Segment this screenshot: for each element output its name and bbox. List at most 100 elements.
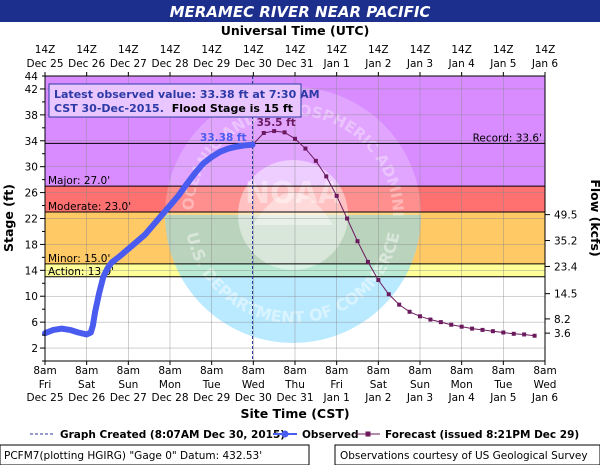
footer-right: Observations courtesy of US Geological S… [340,450,588,462]
bottom-tick-date: Jan 4 [448,392,476,404]
bottom-tick-weekday: Sun [118,379,138,391]
observed-point [67,327,73,333]
bottom-tick-date: Dec 25 [26,392,63,404]
bottom-tick-weekday: Thu [284,379,305,391]
bottom-tick-weekday: Wed [242,379,265,391]
footer: PCFM7(plotting HGIRG) "Gage 0" Datum: 43… [0,444,600,465]
bottom-tick-time: 8am [75,365,98,377]
observed-point [192,170,198,176]
bottom-tick-time: 8am [325,365,348,377]
bottom-tick-date: Jan 2 [364,392,391,404]
threshold-lines: Action: 13.0'Minor: 15.0' Moderate: 23.0'… [45,132,545,278]
forecast-point [459,324,464,329]
forecast-point [386,292,391,297]
y-tick-label: 44 [25,71,39,83]
legend-observed-marker [281,430,289,438]
forecast-point [532,333,537,338]
watermark-lower-half [165,215,421,343]
bottom-tick-time: 8am [450,365,473,377]
bottom-tick-time: 8am [283,365,306,377]
bottom-tick-date: Dec 29 [193,392,230,404]
forecast-point [282,130,287,135]
y-tick-label: 34 [25,136,39,148]
y-tick-label: 10 [25,291,38,303]
bottom-tick-weekday: Tue [202,379,221,391]
y2-tick-label: 35.2 [554,236,577,248]
threshold-label: Record: 33.6' [473,132,542,144]
y2-tick-label: 49.5 [554,210,577,222]
top-tick-date: Jan 2 [364,58,391,70]
bottom-tick-date: Jan 6 [531,392,559,404]
legend-graph-created: Graph Created (8:07AM Dec 30, 2015) [60,429,285,441]
bottom-tick-weekday: Tue [493,379,512,391]
axes-layer: 26101418222630343842443.68.214.523.435.2… [25,44,578,404]
observed-point [209,154,215,160]
bottom-tick-weekday: Fri [39,379,52,391]
observed-point [142,232,148,238]
observed-point [167,203,173,209]
observed-point [125,246,131,252]
forecast-point [376,278,381,283]
top-tick-hour: 14Z [368,44,389,56]
bottom-tick-time: 8am [33,365,56,377]
y2-tick-label: 23.4 [554,261,578,273]
top-tick-date: Dec 29 [193,58,230,70]
footer-left: PCFM7(plotting HGIRG) "Gage 0" Datum: 43… [4,450,262,462]
top-tick-hour: 14Z [535,44,556,56]
top-tick-hour: 14Z [118,44,139,56]
forecast-point [272,129,277,134]
observed-point [159,212,165,218]
legend: Graph Created (8:07AM Dec 30, 2015) Obse… [30,429,579,441]
forecast-point [355,239,360,244]
observed-point [50,327,56,333]
legend-observed: Observed [302,429,358,441]
series-layer: 33.38 ft 35.5 ft [42,76,537,361]
observed-value-label: 33.38 ft [200,132,246,144]
bottom-tick-time: 8am [242,365,265,377]
observed-point [134,239,140,245]
bottom-tick-date: Dec 27 [110,392,147,404]
y-tick-label: 38 [25,110,38,122]
legend-forecast-marker [365,431,371,437]
observed-point [75,330,81,335]
top-tick-hour: 14Z [201,44,222,56]
forecast-point [293,136,297,141]
observed-point [150,222,156,228]
observed-point [225,146,231,152]
top-tick-date: Jan 6 [531,58,559,70]
observed-point [217,149,223,155]
forecast-point [418,314,422,319]
y-tick-label: 26 [25,188,39,200]
bottom-tick-weekday: Sat [78,379,95,391]
forecast-point [313,158,318,163]
threshold-label: Major: 27.0' [48,175,110,187]
top-tick-date: Dec 27 [110,58,147,70]
forecast-point [522,332,527,337]
forecast-point [365,259,370,264]
observed-point [109,260,115,266]
observed-point [175,193,181,199]
forecast-point [397,302,402,307]
watermark-center-text: NOAA [245,176,342,211]
y-tick-label: 30 [25,162,38,174]
threshold-label: Action: 13.0' [48,266,114,278]
observed-point [96,290,102,296]
top-tick-hour: 14Z [243,44,264,56]
info-box: Latest observed value: 33.38 ft at 7:30 … [48,83,320,118]
bottom-tick-time: 8am [117,365,140,377]
bottom-tick-time: 8am [408,365,431,377]
info-line-2a: CST 30-Dec-2015. [54,102,164,115]
y2-tick-label: 3.6 [554,328,571,340]
y2-tick-label: 14.5 [554,289,577,301]
observed-point [90,322,96,328]
observed-point [242,142,248,148]
observed-point [250,142,255,148]
bottom-tick-weekday: Wed [534,379,557,391]
bottom-tick-date: Jan 5 [489,392,516,404]
forecast-point [428,317,433,322]
forecast-point [324,174,329,179]
bottom-tick-time: 8am [367,365,390,377]
forecast-point [334,193,339,198]
top-tick-date: Dec 31 [276,58,313,70]
observed-point [100,274,106,280]
